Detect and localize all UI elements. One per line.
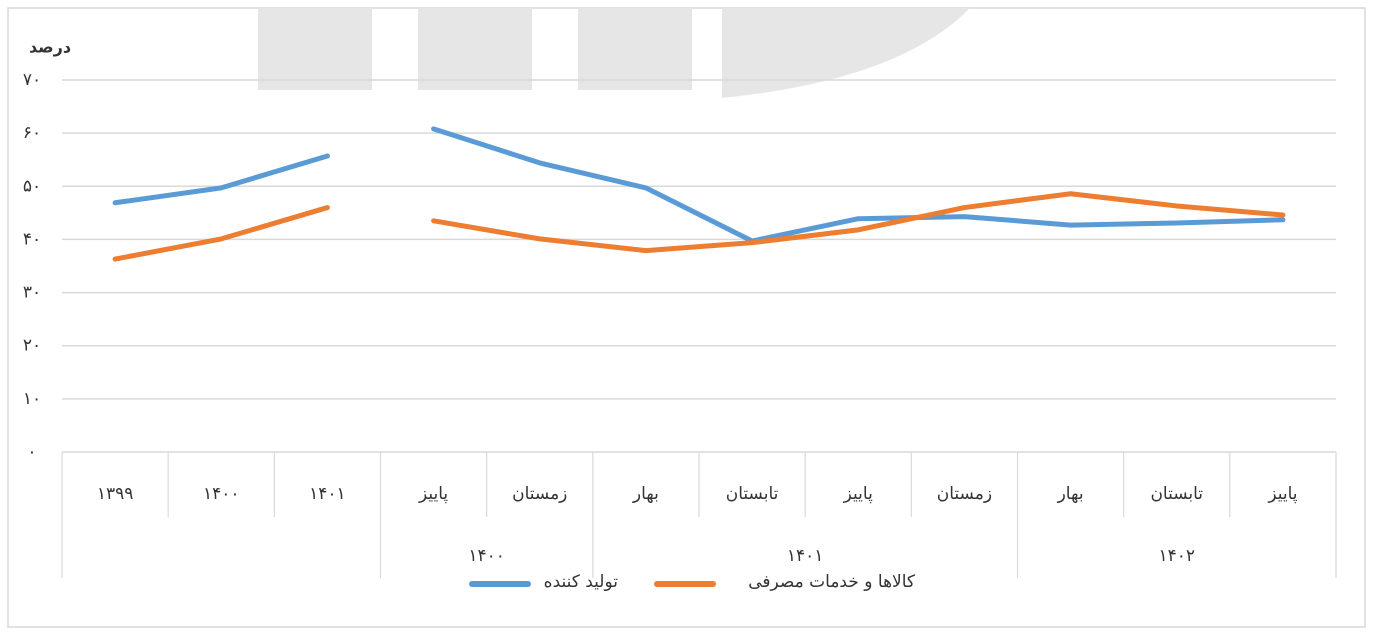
y-tick-label: ۴۰ <box>23 229 41 249</box>
y-tick-label: ۲۰ <box>23 336 41 356</box>
x-tick-label: ۱۴۰۱ <box>309 484 346 504</box>
chart-frame <box>7 7 1366 628</box>
group-label: ۱۴۰۰ <box>468 546 505 566</box>
group-label: ۱۴۰۲ <box>1158 546 1195 566</box>
y-tick-label: ۵۰ <box>23 176 41 196</box>
x-tick-label: زمستان <box>512 484 567 504</box>
x-tick-label: ۱۳۹۹ <box>97 484 134 504</box>
x-tick-label: ۱۴۰۰ <box>203 484 240 504</box>
x-tick-label: پاییز <box>418 484 448 504</box>
x-tick-label: تابستان <box>1150 484 1203 504</box>
y-tick-label: ۰ <box>27 442 36 462</box>
x-tick-label: پاییز <box>843 484 873 504</box>
y-tick-label: ۶۰ <box>23 123 41 143</box>
x-tick-label: پاییز <box>1267 484 1297 504</box>
watermark <box>258 8 970 98</box>
y-tick-label: ۱۰ <box>23 389 41 409</box>
data-line <box>112 191 1286 262</box>
y-axis-label: درصد <box>29 38 71 57</box>
legend-label: کالاها و خدمات مصرفی <box>748 572 916 592</box>
data-line <box>112 126 1286 244</box>
x-tick-label: تابستان <box>726 484 779 504</box>
x-tick-label: زمستان <box>937 484 992 504</box>
legend-label: تولید کننده <box>544 572 619 592</box>
group-label: ۱۴۰۱ <box>787 546 824 566</box>
x-tick-label: بهار <box>632 484 659 504</box>
y-tick-label: ۳۰ <box>23 283 41 303</box>
y-tick-label: ۷۰ <box>23 70 41 90</box>
x-tick-label: بهار <box>1057 484 1084 504</box>
